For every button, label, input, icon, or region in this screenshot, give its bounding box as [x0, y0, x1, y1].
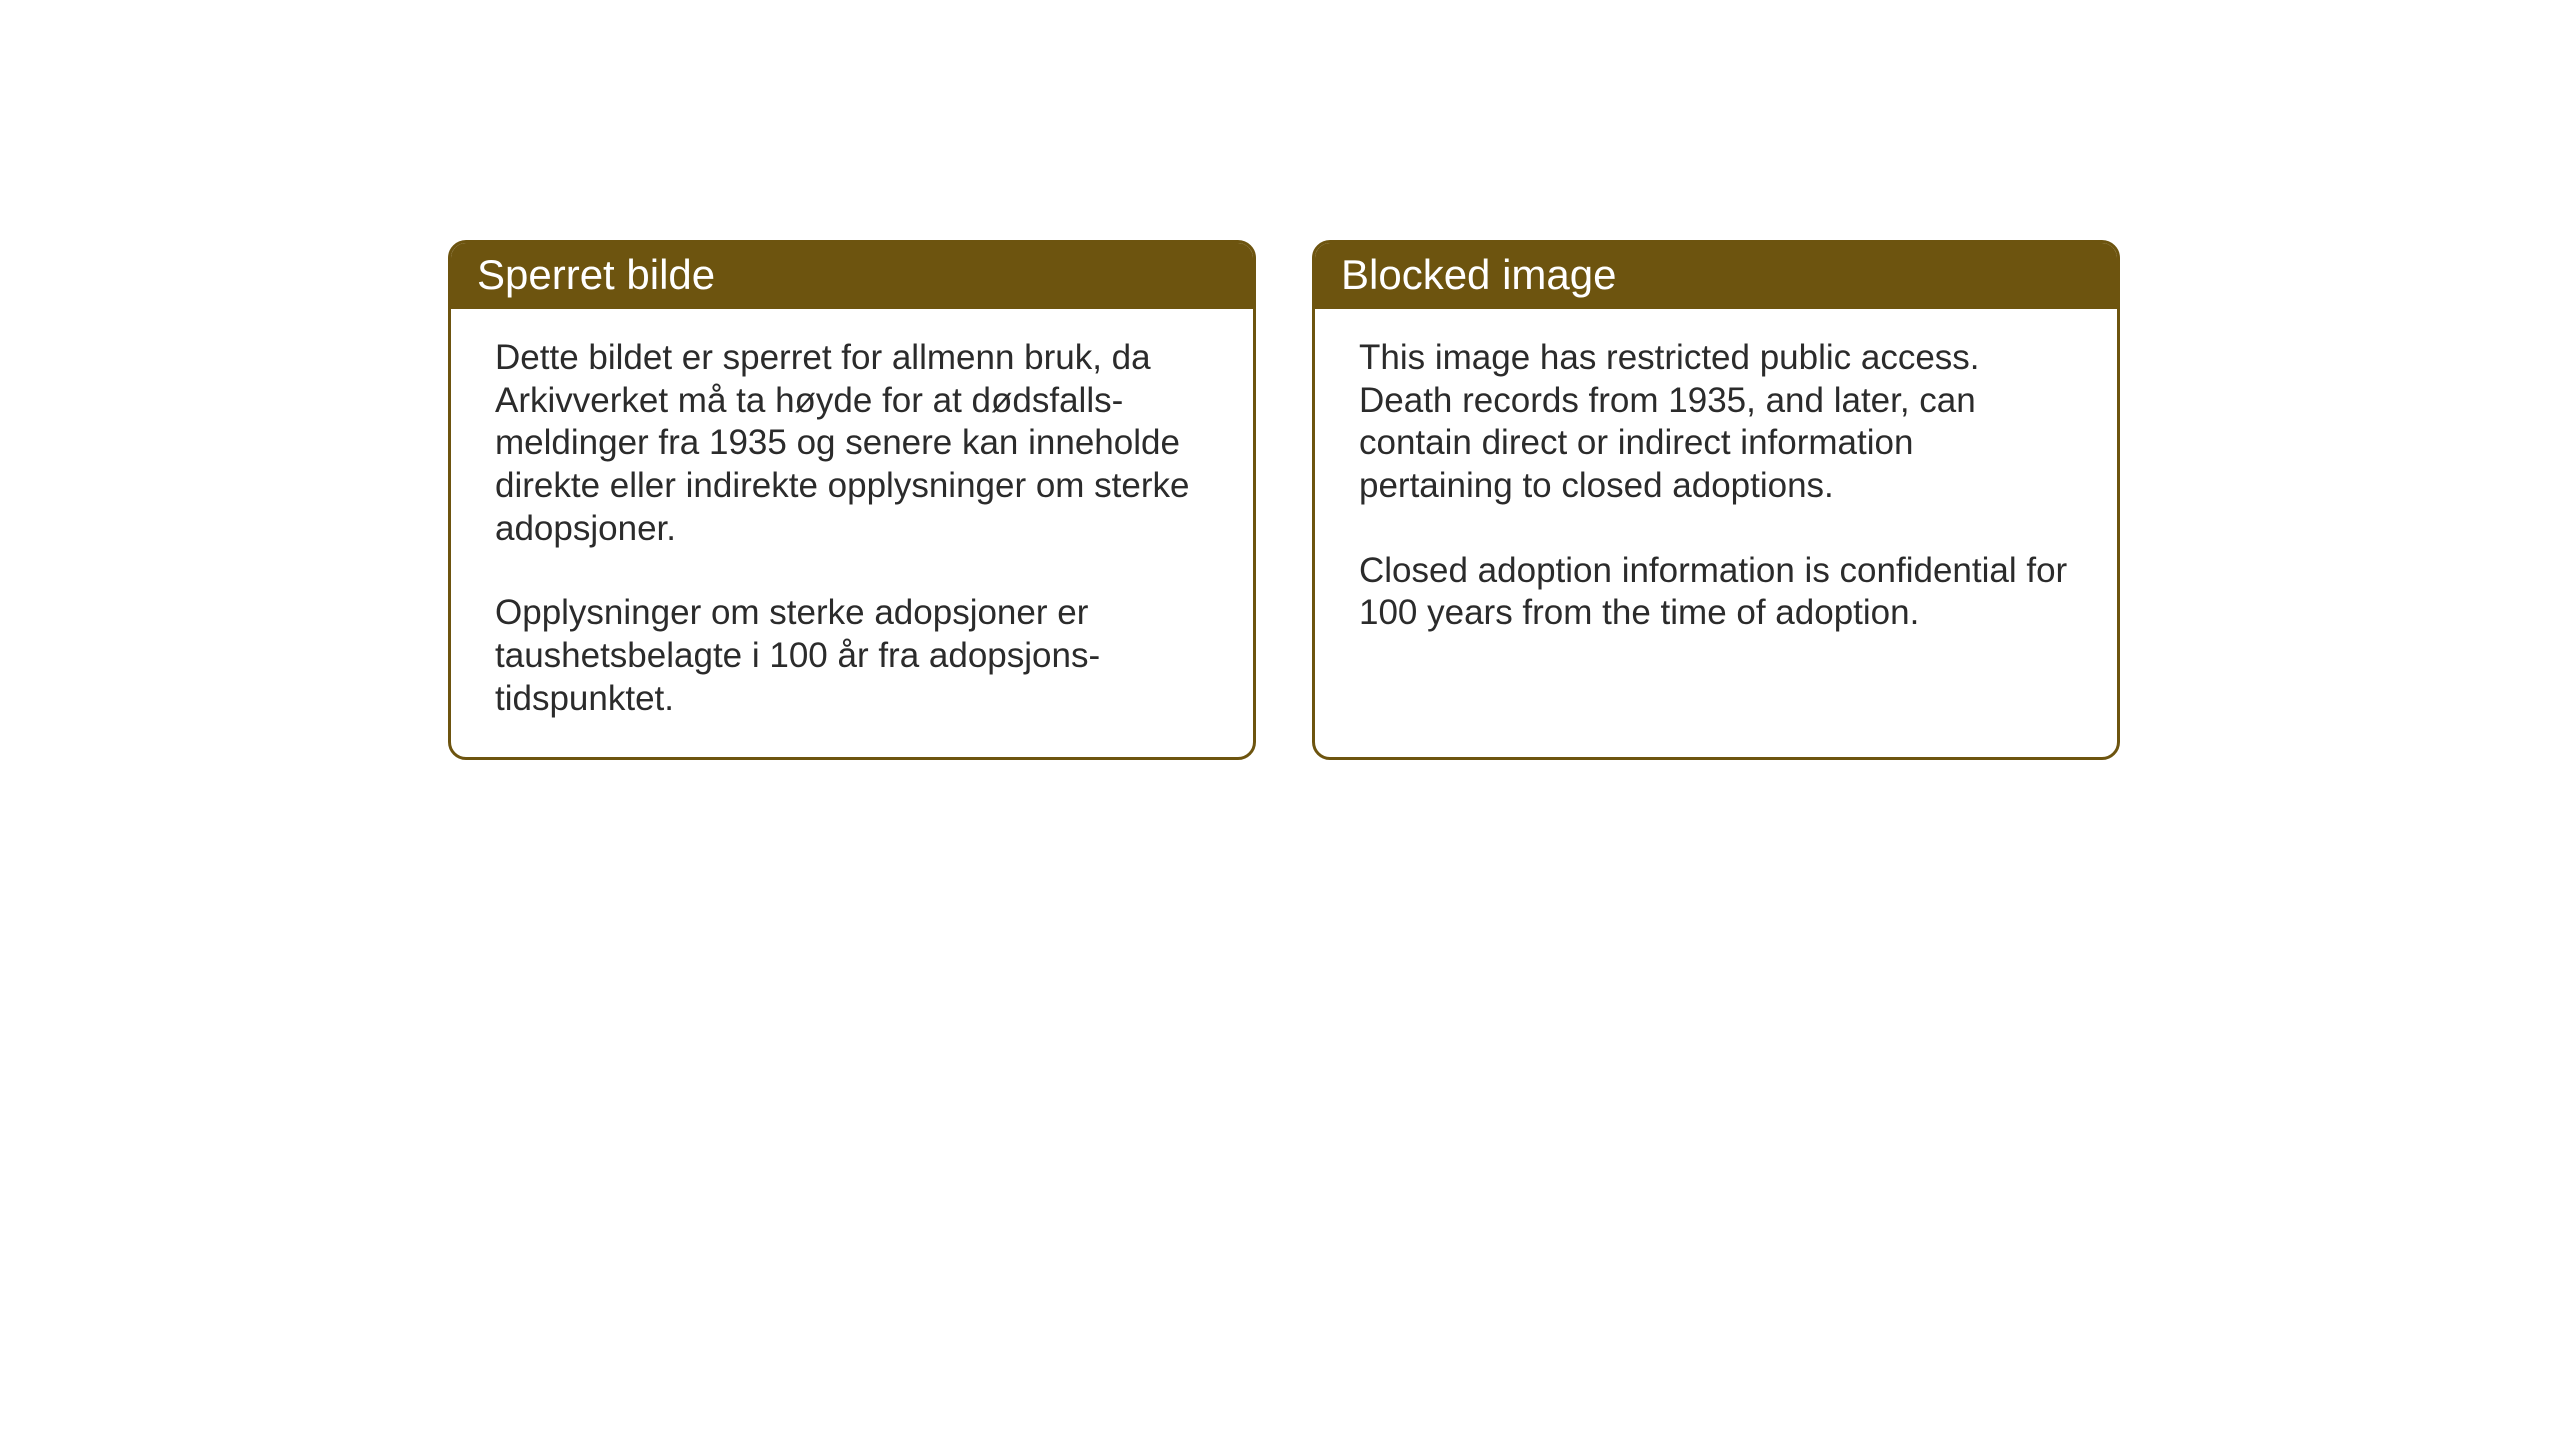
card-header: Blocked image [1315, 243, 2117, 309]
card-title: Sperret bilde [477, 251, 715, 298]
card-body: This image has restricted public access.… [1315, 309, 2117, 749]
notice-card-english: Blocked image This image has restricted … [1312, 240, 2120, 760]
card-paragraph: Dette bildet er sperret for allmenn bruk… [495, 337, 1209, 550]
card-body: Dette bildet er sperret for allmenn bruk… [451, 309, 1253, 757]
notice-card-norwegian: Sperret bilde Dette bildet er sperret fo… [448, 240, 1256, 760]
card-paragraph: Closed adoption information is confident… [1359, 550, 2073, 635]
notice-container: Sperret bilde Dette bildet er sperret fo… [448, 240, 2120, 760]
card-title: Blocked image [1341, 251, 1616, 298]
card-paragraph: This image has restricted public access.… [1359, 337, 2073, 508]
card-paragraph: Opplysninger om sterke adopsjoner er tau… [495, 592, 1209, 720]
card-header: Sperret bilde [451, 243, 1253, 309]
